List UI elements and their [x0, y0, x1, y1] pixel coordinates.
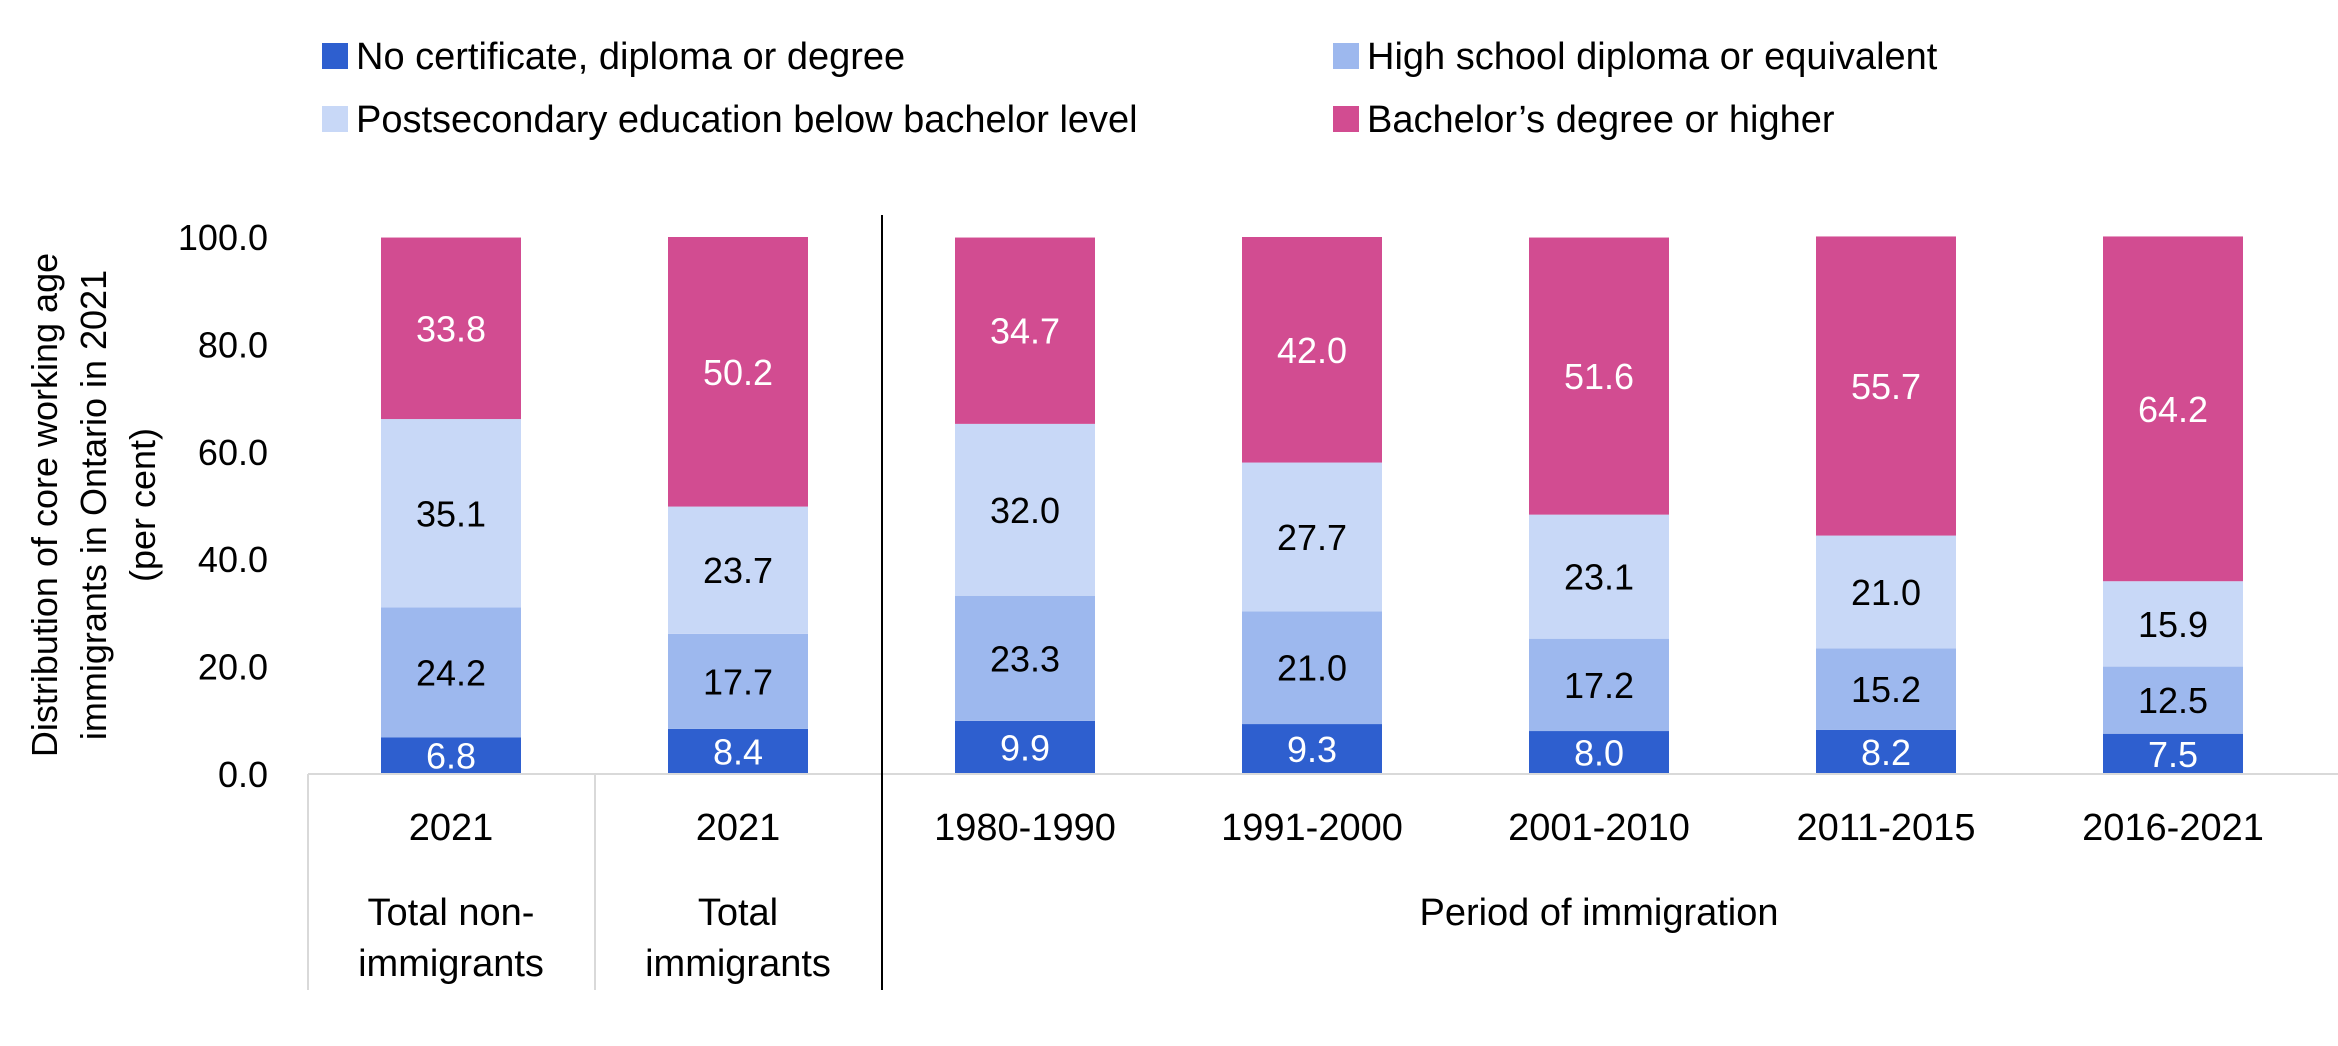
group-label: Total [698, 892, 778, 934]
y-axis-label: Distribution of core working age immigran… [24, 253, 163, 757]
bar-segment [1816, 236, 1956, 536]
data-label: 15.9 [2138, 604, 2208, 645]
x-axis: 2021 2021 1980-1990 1991-2000 2001-2010 2011-… [307, 215, 2338, 990]
x-tick-label: 2011-2015 [1797, 807, 1976, 849]
y-axis-ticks: 0.0 20.0 40.0 60.0 80.0 100.0 [178, 217, 268, 795]
legend-swatch-1 [322, 43, 348, 69]
y-tick-label: 80.0 [198, 324, 268, 365]
data-label: 17.7 [703, 661, 773, 702]
bar-segment [2103, 581, 2243, 667]
data-label: 24.2 [416, 653, 486, 694]
x-tick-label: 1991-2000 [1221, 807, 1403, 849]
legend-swatch-2 [1333, 43, 1359, 69]
legend-swatch-4 [1333, 106, 1359, 132]
data-label: 33.8 [416, 308, 486, 349]
bar-segment [1529, 638, 1669, 732]
data-label: 55.7 [1851, 366, 1921, 407]
data-label: 17.2 [1564, 665, 1634, 706]
legend-entry-3: Postsecondary education below bachelor l… [356, 99, 1138, 141]
bar-segment [1242, 462, 1382, 612]
bar-segment [2103, 236, 2243, 582]
data-label: 12.5 [2138, 680, 2208, 721]
bar-segment [1529, 731, 1669, 774]
data-label: 23.7 [703, 550, 773, 591]
y-axis-label-line-1: Distribution of core working age [24, 253, 65, 757]
bar-segment [1529, 514, 1669, 639]
y-tick-label: 40.0 [198, 539, 268, 580]
y-axis-label-line-2: immigrants in Ontario in 2021 [73, 270, 114, 740]
y-tick-label: 60.0 [198, 432, 268, 473]
data-labels: 6.8 24.2 35.1 33.8 8.4 17.7 23.7 50.2 9.9 23.3 32.… [416, 308, 2208, 776]
bar-segment [1529, 237, 1669, 515]
data-label: 50.2 [703, 352, 773, 393]
y-tick-label: 20.0 [198, 647, 268, 688]
bar-segment [381, 737, 521, 774]
x-tick-label: 2021 [696, 807, 781, 849]
bar-segment [955, 595, 1095, 721]
group-label: Total non- [368, 892, 535, 934]
group-label: immigrants [358, 943, 544, 985]
data-label: 8.0 [1574, 733, 1624, 774]
data-label: 9.9 [1000, 727, 1050, 768]
bar-segment [2103, 733, 2243, 774]
data-label: 9.3 [1287, 729, 1337, 770]
data-label: 32.0 [990, 490, 1060, 531]
y-axis-label-line-3: (per cent) [122, 428, 163, 582]
bar-segment [1242, 611, 1382, 725]
legend-entry-2: High school diploma or equivalent [1367, 36, 1938, 78]
legend: No certificate, diploma or degree High sc… [322, 36, 1938, 141]
bar-segment [1816, 535, 1956, 649]
x-tick-label: 2021 [409, 807, 494, 849]
bar-segment [955, 720, 1095, 774]
bar-segment [1816, 648, 1956, 730]
x-tick-label: 1980-1990 [934, 807, 1116, 849]
data-label: 21.0 [1851, 572, 1921, 613]
data-label: 8.4 [713, 731, 763, 772]
bar-segment [381, 237, 521, 420]
data-label: 15.2 [1851, 669, 1921, 710]
data-label: 64.2 [2138, 389, 2208, 430]
bar-segment [381, 419, 521, 608]
legend-entry-4: Bachelor’s degree or higher [1367, 99, 1835, 141]
data-label: 6.8 [426, 736, 476, 777]
bar-segment [955, 237, 1095, 424]
bar-segment [1816, 729, 1956, 774]
legend-swatch-3 [322, 106, 348, 132]
data-label: 35.1 [416, 493, 486, 534]
data-label: 23.3 [990, 638, 1060, 679]
group-label: immigrants [645, 943, 831, 985]
bar-segment [955, 423, 1095, 596]
y-tick-label: 100.0 [178, 217, 268, 258]
bar-segment [381, 607, 521, 738]
group-label: Period of immigration [1419, 892, 1778, 934]
bars [381, 236, 2243, 774]
bar-segment [668, 237, 808, 507]
data-label: 51.6 [1564, 356, 1634, 397]
x-tick-label: 2001-2010 [1508, 807, 1690, 849]
data-label: 42.0 [1277, 330, 1347, 371]
bar-segment [2103, 666, 2243, 734]
legend-entry-1: No certificate, diploma or degree [356, 36, 905, 78]
y-tick-label: 0.0 [218, 754, 268, 795]
data-label: 21.0 [1277, 648, 1347, 689]
bar-segment [668, 506, 808, 634]
bar-segment [1242, 724, 1382, 774]
data-label: 34.7 [990, 311, 1060, 352]
data-label: 7.5 [2148, 734, 2198, 775]
x-tick-label: 2016-2021 [2082, 807, 2264, 849]
data-label: 23.1 [1564, 557, 1634, 598]
bar-segment [668, 633, 808, 729]
data-label: 8.2 [1861, 732, 1911, 773]
bar-segment [668, 728, 808, 774]
data-label: 27.7 [1277, 517, 1347, 558]
bar-segment [1242, 237, 1382, 463]
